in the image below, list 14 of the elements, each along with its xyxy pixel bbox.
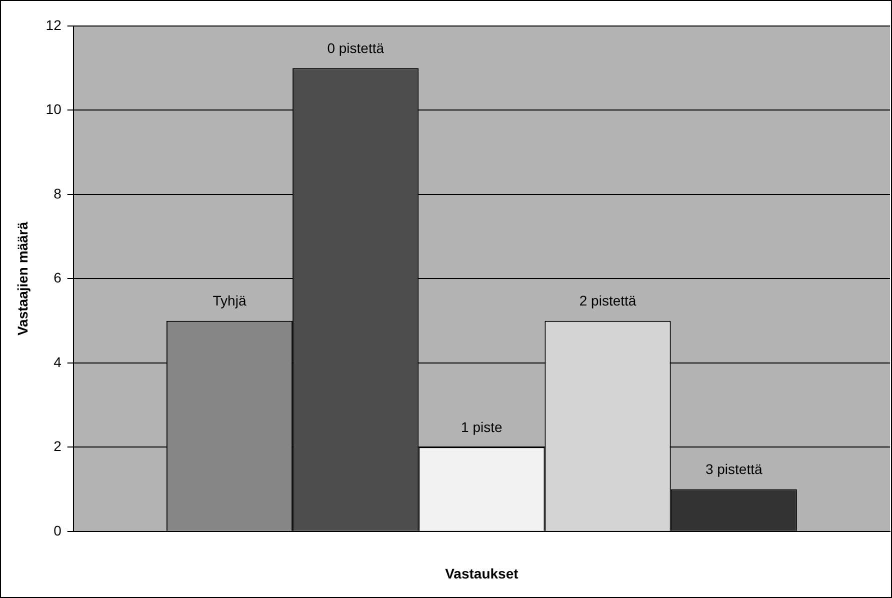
y-tick-label: 2 — [54, 438, 62, 454]
y-tick-label: 12 — [46, 16, 62, 33]
series-label: 3 pistettä — [705, 461, 762, 478]
series-label: Tyhjä — [212, 292, 246, 309]
x-axis-title: Vastaukset — [445, 565, 519, 582]
y-tick-label: 10 — [46, 101, 62, 118]
y-tick-label: 4 — [54, 354, 62, 370]
y-tick-label: 0 — [54, 522, 62, 538]
y-tick-label: 6 — [54, 270, 62, 286]
series-label: 0 pistettä — [327, 40, 384, 56]
series-label: 1 piste — [461, 419, 503, 436]
y-axis-title: Vastaajien määrä — [14, 222, 30, 336]
y-tick-label: 8 — [54, 185, 62, 202]
series-label: 2 pistettä — [579, 292, 636, 309]
